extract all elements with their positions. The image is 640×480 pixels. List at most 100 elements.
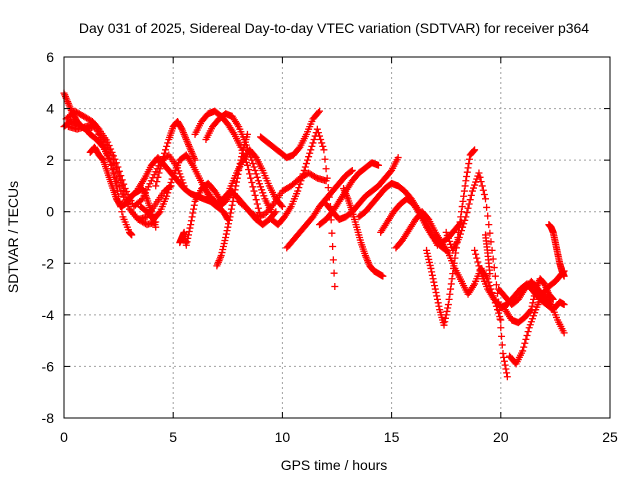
data-point [260, 192, 268, 200]
data-point [520, 343, 528, 351]
data-point [475, 169, 483, 177]
data-point [460, 220, 468, 228]
data-point [156, 165, 164, 173]
data-point [531, 309, 539, 317]
data-point [470, 147, 478, 155]
data-point [528, 315, 536, 323]
data-point [527, 318, 535, 326]
data-point [379, 272, 387, 280]
data-point [423, 249, 431, 257]
data-point [185, 227, 193, 235]
data-point [548, 295, 556, 303]
grid-lines [64, 57, 610, 418]
data-point [428, 268, 436, 276]
data-point [307, 146, 315, 154]
data-point [255, 180, 263, 188]
data-point [250, 163, 258, 171]
data-point [159, 153, 167, 161]
data-point [501, 361, 509, 369]
data-point [448, 275, 456, 283]
data-point [304, 156, 312, 164]
data-point [259, 189, 267, 197]
y-tick-label: 6 [46, 49, 54, 65]
data-point [110, 166, 118, 174]
data-point [101, 144, 109, 152]
data-point [498, 332, 506, 340]
series-arc-25 [423, 146, 479, 329]
y-tick-label: -6 [42, 358, 55, 374]
data-point [484, 212, 492, 220]
data-point [164, 189, 172, 197]
data-point [441, 314, 449, 322]
data-point [147, 177, 155, 185]
data-point [521, 339, 529, 347]
data-point [460, 192, 468, 200]
series-arc-15 [257, 107, 324, 162]
data-markers [60, 89, 568, 381]
data-point [91, 120, 99, 128]
data-point [502, 365, 510, 373]
data-point [191, 156, 199, 164]
x-tick-label: 25 [602, 429, 618, 445]
data-point [430, 278, 438, 286]
data-point [348, 166, 356, 174]
data-point [220, 240, 228, 248]
data-point [189, 209, 197, 217]
x-tick-label: 0 [60, 429, 68, 445]
series-arc-08 [152, 117, 199, 190]
data-point [219, 246, 227, 254]
data-point [112, 159, 120, 167]
data-point [470, 184, 477, 192]
data-point [158, 156, 166, 164]
data-point [257, 183, 265, 191]
data-point [435, 302, 443, 310]
data-point [278, 203, 286, 211]
data-point [528, 302, 536, 310]
data-point [455, 234, 463, 241]
data-point [227, 205, 235, 213]
data-point [252, 196, 260, 204]
data-point [560, 329, 568, 337]
axis-ticks: 0 5 10 15 20 25 -8 -6 -4 -2 0 2 4 6 [42, 49, 618, 445]
data-point [150, 171, 158, 179]
data-point [111, 155, 119, 163]
data-point [324, 184, 332, 192]
data-point [117, 187, 125, 195]
data-point [441, 318, 449, 326]
data-point [444, 301, 452, 309]
data-point [444, 304, 452, 312]
data-point [187, 217, 195, 225]
data-point [115, 183, 123, 191]
data-point [152, 182, 160, 190]
data-point [114, 163, 122, 171]
data-point [243, 161, 251, 169]
data-point [457, 227, 465, 235]
data-point [224, 223, 232, 231]
data-point [186, 224, 194, 232]
x-axis-label: GPS time / hours [281, 457, 388, 473]
data-point [102, 148, 110, 156]
data-point [526, 307, 534, 315]
data-point [184, 231, 192, 239]
data-point [321, 155, 329, 163]
data-point [479, 186, 487, 194]
data-point [499, 350, 507, 358]
data-point [444, 234, 452, 242]
data-point [329, 256, 337, 264]
data-point [296, 180, 304, 188]
data-point [162, 146, 170, 154]
data-point [442, 311, 450, 319]
data-point [463, 168, 471, 176]
data-point [531, 289, 539, 297]
data-point [483, 203, 491, 211]
data-point [459, 197, 467, 205]
series-arc-31 [506, 267, 568, 368]
x-tick-label: 20 [493, 429, 509, 445]
data-point [308, 142, 316, 150]
data-point [277, 201, 285, 209]
data-point [250, 187, 258, 195]
data-point [118, 176, 126, 184]
data-point [249, 160, 257, 168]
data-point [168, 175, 176, 183]
data-point [468, 187, 476, 195]
